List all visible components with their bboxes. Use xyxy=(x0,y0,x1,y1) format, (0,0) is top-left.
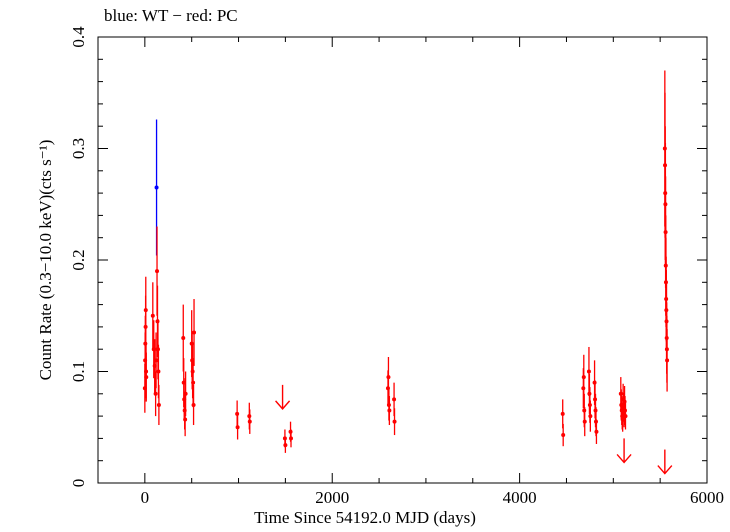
data-point xyxy=(561,433,566,438)
chart-title: blue: WT − red: PC xyxy=(104,6,238,25)
upper-limit-arrow-head xyxy=(616,453,632,464)
data-point xyxy=(582,419,587,424)
data-point xyxy=(581,375,586,380)
data-point xyxy=(392,419,397,424)
x-tick-label: 4000 xyxy=(503,488,537,507)
data-point xyxy=(594,429,599,434)
data-point xyxy=(181,336,186,341)
upper-limit-arrow-head xyxy=(657,465,673,475)
data-point xyxy=(183,391,188,396)
data-point xyxy=(191,380,196,385)
data-point xyxy=(154,358,159,363)
y-tick-label: 0 xyxy=(69,479,88,488)
data-point xyxy=(386,375,391,380)
data-point xyxy=(192,330,197,335)
data-point xyxy=(588,414,593,419)
data-point xyxy=(283,443,288,448)
data-point xyxy=(235,411,240,416)
plot-frame xyxy=(97,36,708,484)
upper-limit-arrow-head xyxy=(275,400,291,410)
data-point xyxy=(247,419,252,424)
data-point xyxy=(144,375,149,380)
data-point xyxy=(183,417,188,422)
x-tick-label: 6000 xyxy=(690,488,724,507)
y-tick-label: 0.4 xyxy=(69,26,88,48)
data-point xyxy=(392,397,397,402)
x-tick-label: 0 xyxy=(141,488,150,507)
data-point xyxy=(155,269,160,274)
data-point xyxy=(235,425,240,430)
data-point xyxy=(143,308,148,313)
data-point xyxy=(387,408,392,413)
y-tick-label: 0.2 xyxy=(69,249,88,270)
x-tick-label: 2000 xyxy=(315,488,349,507)
data-point xyxy=(156,369,161,374)
data-point xyxy=(560,411,565,416)
data-point xyxy=(156,402,161,407)
y-tick-label: 0.3 xyxy=(69,138,88,159)
data-point xyxy=(153,391,158,396)
data-point xyxy=(623,414,628,419)
data-point xyxy=(586,369,591,374)
data-point xyxy=(289,436,294,441)
data-point xyxy=(191,402,196,407)
data-point xyxy=(154,185,159,190)
data-point xyxy=(665,358,670,363)
y-tick-label: 0.1 xyxy=(69,361,88,382)
data-point xyxy=(150,313,155,318)
x-axis-label: Time Since 54192.0 MJD (days) xyxy=(254,508,476,527)
